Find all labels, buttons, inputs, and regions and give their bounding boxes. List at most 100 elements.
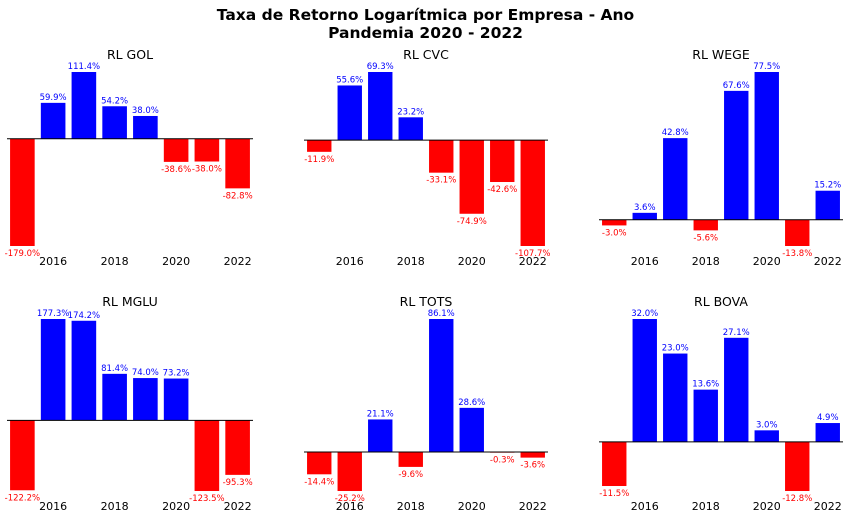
bar-value-label: 86.1% <box>428 309 455 319</box>
bar <box>71 320 97 421</box>
x-tick-label: 2020 <box>753 500 781 513</box>
bar-value-label: 69.3% <box>367 62 394 72</box>
bar-value-label: -122.2% <box>5 493 40 503</box>
bar <box>368 72 393 141</box>
bar <box>307 140 332 152</box>
bar <box>194 420 220 491</box>
figure-title-line-1: Taxa de Retorno Logarítmica por Empresa … <box>216 6 635 24</box>
bar <box>163 378 189 421</box>
x-tick-label: 2018 <box>692 255 720 268</box>
chart-panel: RL MGLU -122.2% 177.3%174.2% 81.4% 74.0% 73.2… <box>5 294 253 513</box>
chart-panel: RL WEGE -3.0% 3.6% 42.8% -5.6% 67.6%77.5% -13.… <box>599 47 843 268</box>
bar-value-label: -33.1% <box>426 176 456 186</box>
bar <box>693 219 718 231</box>
bar <box>307 452 332 475</box>
bar <box>40 319 66 421</box>
bar <box>520 140 545 246</box>
bar-value-label: -82.8% <box>223 191 253 201</box>
bar-value-label: -9.6% <box>398 470 423 480</box>
bar-value-label: -25.2% <box>335 494 365 504</box>
chart-panel: RL TOTS -14.4%-25.2% 21.1% -9.6% 86.1% 28.6% -… <box>304 294 548 513</box>
x-tick-label: 2022 <box>224 500 252 513</box>
x-tick-label: 2018 <box>397 500 425 513</box>
bar <box>429 140 454 173</box>
bar <box>693 389 718 442</box>
x-tick-label: 2020 <box>458 255 486 268</box>
bar <box>10 420 35 491</box>
bar-value-label: 3.0% <box>756 420 778 430</box>
x-tick-label: 2016 <box>39 255 67 268</box>
bar <box>102 106 127 139</box>
x-tick-label: 2020 <box>162 500 190 513</box>
bar-value-label: 54.2% <box>101 96 128 106</box>
bar <box>663 138 688 220</box>
bar-value-label: 13.6% <box>692 380 719 390</box>
bar-value-label: 111.4% <box>68 62 100 72</box>
subplot-title: RL BOVA <box>694 294 748 309</box>
bar <box>785 219 810 246</box>
subplot-title: RL TOTS <box>400 294 453 309</box>
bar-value-label: 59.9% <box>40 93 67 103</box>
bar-value-label: -38.0% <box>192 165 222 175</box>
bar <box>602 219 627 226</box>
bar <box>724 90 749 220</box>
bar <box>40 102 66 139</box>
bar <box>71 72 97 139</box>
x-tick-label: 2016 <box>631 500 659 513</box>
bar <box>815 190 840 220</box>
x-tick-label: 2018 <box>692 500 720 513</box>
bar-value-label: 4.9% <box>817 413 839 423</box>
x-tick-label: 2020 <box>162 255 190 268</box>
bar-value-label: -11.5% <box>599 489 629 499</box>
bar <box>368 419 393 453</box>
subplot-title: RL CVC <box>403 47 449 62</box>
chart-panel: RL BOVA -11.5% 32.0% 23.0% 13.6% 27.1% 3.0% -12… <box>599 294 843 513</box>
bar <box>398 117 423 141</box>
bar-value-label: 42.8% <box>662 128 689 138</box>
bar <box>785 441 810 491</box>
x-tick-label: 2020 <box>458 500 486 513</box>
x-tick-label: 2016 <box>39 500 67 513</box>
chart-panel: RL GOL -179.0% 59.9% 111.4% 54.2% 38.0% -38.6%… <box>5 47 253 268</box>
bar-value-label: 74.0% <box>132 368 159 378</box>
bar-value-label: -123.5% <box>189 494 224 504</box>
bar <box>632 319 657 442</box>
bar-value-label: 28.6% <box>458 398 485 408</box>
bar <box>337 452 362 491</box>
bar <box>459 140 484 214</box>
bar-value-label: -3.6% <box>520 461 545 471</box>
x-tick-label: 2022 <box>814 500 842 513</box>
bar <box>459 407 484 453</box>
bar-value-label: -38.6% <box>161 165 191 175</box>
bar-value-label: 21.1% <box>367 409 394 419</box>
x-tick-label: 2018 <box>397 255 425 268</box>
bar-value-label: -74.9% <box>457 217 487 227</box>
bar-value-label: -14.4% <box>304 477 334 487</box>
bar-value-label: 67.6% <box>723 81 750 91</box>
bar-value-label: 77.5% <box>753 62 780 72</box>
bar <box>754 72 779 220</box>
bar <box>225 420 250 475</box>
bar <box>632 212 657 220</box>
bar <box>724 337 749 442</box>
x-tick-label: 2016 <box>336 500 364 513</box>
bar <box>398 452 423 467</box>
bar-value-label: -107.7% <box>515 249 550 259</box>
bar <box>754 430 779 442</box>
x-tick-label: 2022 <box>814 255 842 268</box>
bar-value-label: 73.2% <box>163 369 190 379</box>
figure-title: Taxa de Retorno Logarítmica por Empresa … <box>0 6 851 42</box>
bar <box>133 115 158 139</box>
bar-value-label: 81.4% <box>101 364 128 374</box>
bar <box>225 138 250 189</box>
bar-value-label: 174.2% <box>68 311 100 321</box>
bar-value-label: -179.0% <box>5 249 40 259</box>
bar-value-label: 3.6% <box>634 203 656 213</box>
bar-value-label: 38.0% <box>132 106 159 116</box>
bar-value-label: 23.2% <box>397 107 424 117</box>
bar <box>102 373 127 421</box>
bar-value-label: 55.6% <box>336 75 363 85</box>
bar-value-label: 177.3% <box>37 309 69 319</box>
bar-value-label: -95.3% <box>223 478 253 488</box>
